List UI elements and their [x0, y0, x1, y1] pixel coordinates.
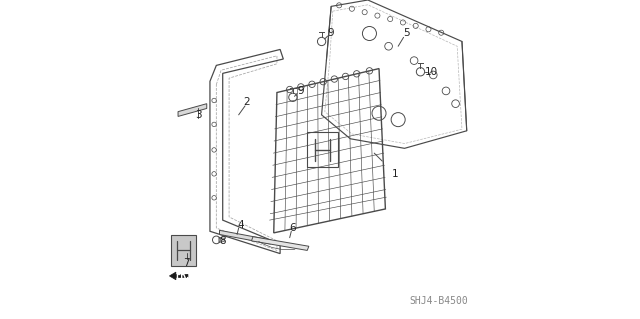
Polygon shape [170, 272, 188, 280]
Polygon shape [220, 230, 271, 244]
Polygon shape [252, 237, 309, 250]
Text: 10: 10 [424, 67, 438, 77]
Text: SHJ4-B4500: SHJ4-B4500 [410, 296, 468, 306]
Text: FR.: FR. [176, 271, 190, 280]
Text: 2: 2 [243, 97, 250, 107]
Text: 9: 9 [297, 86, 303, 96]
Polygon shape [178, 104, 207, 116]
Text: 1: 1 [392, 169, 398, 179]
Text: 5: 5 [403, 28, 410, 39]
Polygon shape [219, 237, 224, 242]
Text: 8: 8 [220, 236, 226, 246]
Text: 4: 4 [237, 220, 244, 230]
Text: 6: 6 [289, 223, 296, 233]
Polygon shape [172, 235, 196, 266]
Text: 9: 9 [328, 28, 335, 39]
Text: 3: 3 [195, 110, 202, 120]
Text: 7: 7 [183, 258, 190, 268]
